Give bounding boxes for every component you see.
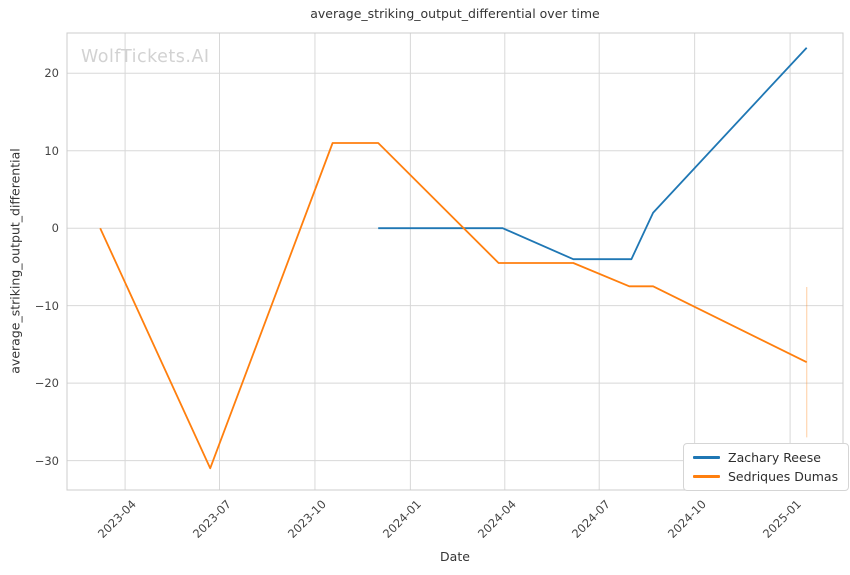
legend-item: Zachary Reese <box>693 448 838 467</box>
x-axis-label: Date <box>440 549 470 564</box>
series-line <box>378 47 808 261</box>
chart-title: average_striking_output_differential ove… <box>310 6 600 21</box>
legend-line-swatch <box>693 456 720 459</box>
legend-label: Zachary Reese <box>728 450 821 465</box>
y-axis-label: average_striking_output_differential <box>7 148 23 374</box>
legend-line-swatch <box>693 475 720 478</box>
y-tick-label: −10 <box>34 298 59 313</box>
watermark: WolfTickets.AI <box>81 47 210 67</box>
legend-item: Sedriques Dumas <box>693 467 838 486</box>
legend: Zachary Reese Sedriques Dumas <box>683 443 850 491</box>
y-tick-label: −20 <box>34 376 59 391</box>
y-tick-label: −30 <box>34 453 59 468</box>
y-tick-label: 10 <box>44 143 59 158</box>
series-line <box>99 142 808 470</box>
gridlines <box>67 33 843 490</box>
series-lines <box>99 47 808 470</box>
legend-label: Sedriques Dumas <box>728 469 839 484</box>
plot-border <box>66 32 844 491</box>
y-tick-label: 0 <box>51 221 59 236</box>
y-tick-label: 20 <box>44 66 59 81</box>
